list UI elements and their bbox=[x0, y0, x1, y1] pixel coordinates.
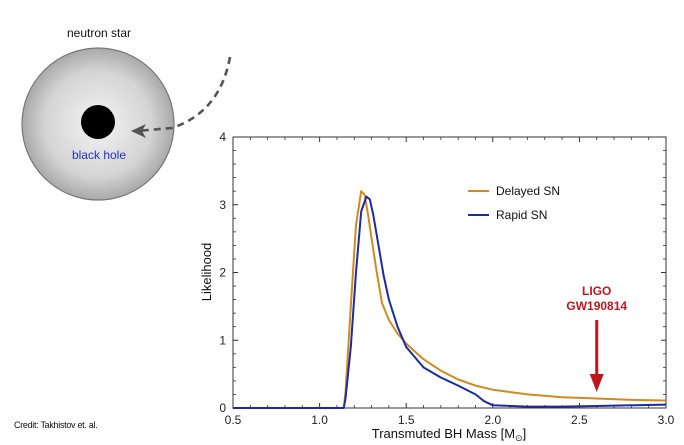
series-line-rapid-sn bbox=[233, 195, 667, 409]
x-axis-ticks: 0.5 1.0 1.5 2.0 2.5 3.0 bbox=[225, 137, 675, 427]
neutron-star-diagram: neutron star black hole bbox=[21, 26, 232, 201]
legend-label-delayed-sn: Delayed SN bbox=[496, 184, 560, 198]
y-tick-label: 0 bbox=[219, 401, 226, 415]
legend: Delayed SN Rapid SN bbox=[468, 184, 560, 222]
ligo-annotation: LIGO GW190814 bbox=[566, 284, 627, 392]
x-tick-label: 2.5 bbox=[571, 413, 588, 427]
infall-trajectory-arrow bbox=[136, 56, 232, 133]
y-tick-label: 2 bbox=[219, 266, 226, 280]
y-axis-ticks: 0 1 2 3 4 bbox=[219, 130, 666, 415]
x-axis-label-end: ] bbox=[523, 426, 527, 441]
annotation-label-event: GW190814 bbox=[566, 299, 627, 313]
likelihood-chart: 0.5 1.0 1.5 2.0 2.5 3.0 0 1 2 3 4 Delayed SN Rapi… bbox=[199, 130, 675, 443]
y-tick-label: 4 bbox=[219, 130, 226, 144]
neutron-star-label: neutron star bbox=[67, 26, 131, 40]
y-tick-label: 1 bbox=[219, 333, 226, 347]
annotation-label-ligo: LIGO bbox=[582, 284, 611, 298]
y-tick-label: 3 bbox=[219, 198, 226, 212]
x-tick-label: 3.0 bbox=[658, 413, 675, 427]
black-hole-circle bbox=[81, 105, 115, 139]
x-axis-label-main: Transmuted BH Mass [M bbox=[372, 426, 515, 441]
annotation-arrowhead-icon bbox=[589, 374, 604, 392]
x-tick-label: 0.5 bbox=[225, 413, 242, 427]
black-hole-label: black hole bbox=[72, 148, 126, 162]
image-credit: Credit: Takhistov et. al. bbox=[14, 420, 98, 430]
x-tick-label: 1.0 bbox=[311, 413, 328, 427]
x-axis-label: Transmuted BH Mass [M⊙] bbox=[372, 426, 526, 443]
legend-label-rapid-sn: Rapid SN bbox=[496, 208, 547, 222]
series-lines bbox=[233, 190, 667, 409]
x-tick-label: 1.5 bbox=[398, 413, 415, 427]
infall-arrowhead-icon bbox=[131, 124, 146, 138]
series-line-delayed-sn bbox=[233, 190, 667, 409]
plot-frame bbox=[232, 136, 667, 409]
x-tick-label: 2.0 bbox=[484, 413, 501, 427]
x-axis-label-subscript: ⊙ bbox=[515, 433, 523, 443]
y-axis-label: Likelihood bbox=[199, 243, 214, 302]
